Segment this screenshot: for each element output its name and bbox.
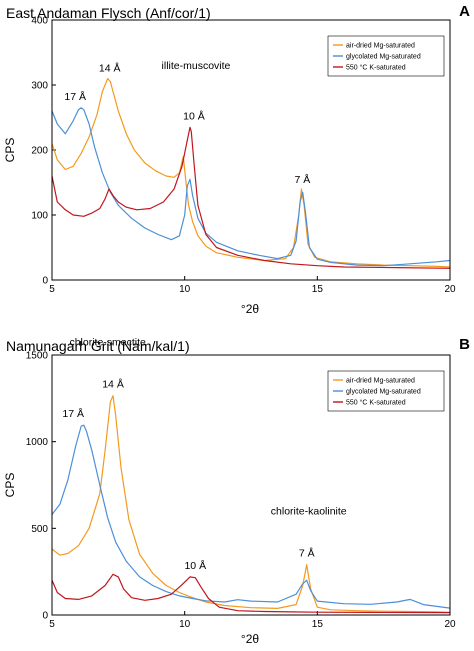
panel-b-ytick-label-1: 500: [31, 524, 48, 535]
panel-a-ytick-label-3: 300: [31, 81, 48, 92]
panel-a-xtick-label-2: 15: [312, 284, 324, 295]
panel-b-legend-label-0: air-dried Mg-saturated: [346, 378, 415, 385]
panel-b-ytick-label-0: 0: [42, 611, 48, 622]
panel-a-legend-label-0: air-dried Mg-saturated: [346, 43, 415, 50]
panel-a-series-line-0: [51, 77, 451, 268]
panel-a-legend-box: [327, 35, 445, 77]
panel-a-legend-label-2: 550 °C K-saturated: [346, 64, 406, 72]
panel-b-annotation-5: 7 Å: [299, 547, 315, 560]
panel-a-legend-label-1: glycolated Mg-saturated: [346, 54, 421, 61]
panel-a-annotation-1: 14 Å: [99, 62, 121, 75]
panel-a-ytick-label-1: 100: [31, 211, 48, 222]
panel-a-ytick-label-2: 200: [31, 146, 48, 157]
panel-b-annotations: chlorite-smectite 14 Å 17 Å 10 Å chlorite-ka…: [62, 337, 346, 572]
panel-b-frame: [51, 354, 451, 616]
panel-b-series: [51, 395, 451, 614]
panel-b-legend-box: [327, 370, 445, 412]
panel-a-annotation-2: illite-muscovite: [162, 60, 231, 72]
panel-a-annotation-4: 7 Å: [295, 173, 311, 186]
panel-b-title: Namunagarh Grit (Nam/kal/1): [6, 338, 190, 354]
panel-a-xtick-label-1: 10: [179, 284, 191, 295]
panel-a-xlabel: °2θ: [241, 302, 259, 316]
panel-a-annotation-0: 17 Å: [64, 90, 86, 103]
panel-a-ytick-label-0: 0: [42, 276, 48, 287]
panel-b-ylabel: CPS: [3, 473, 17, 498]
panel-a-ytick-label-4: 400: [31, 16, 48, 27]
panel-b-xtick-label-2: 15: [312, 619, 324, 630]
panel-a-annotation-3: 10 Å: [183, 109, 205, 122]
panel-a-series: [51, 77, 451, 269]
panel-b-annotation-2: 17 Å: [62, 407, 84, 420]
panel-b-annotation-1: 14 Å: [102, 378, 124, 391]
panel-b-annotation-0: chlorite-smectite: [69, 337, 146, 349]
panel-a-letter: A: [459, 3, 470, 20]
panel-a-title: East Andaman Flysch (Anf/cor/1): [6, 5, 211, 21]
panel-b-series-line-1: [51, 424, 451, 609]
panel-b: Namunagarh Grit (Nam/kal/1) B CPS °2θ 5 1…: [3, 336, 470, 646]
panel-a-series-line-1: [51, 107, 451, 267]
panel-b-annotation-4: chlorite-kaolinite: [271, 505, 347, 517]
panel-b-annotation-3: 10 Å: [184, 559, 206, 572]
panel-b-xlabel: °2θ: [241, 632, 259, 646]
panel-b-ytick-label-2: 1000: [26, 437, 49, 448]
panel-b-xtick-label-0: 5: [49, 619, 55, 630]
panel-a-ylabel: CPS: [3, 138, 17, 163]
panel-b-ytick-label-3: 1500: [26, 351, 49, 362]
panel-b-legend-label-2: 550 °C K-saturated: [346, 399, 406, 407]
panel-a-xtick-label-0: 5: [49, 284, 55, 295]
panel-b-legend: air-dried Mg-saturated glycolated Mg-satu…: [327, 370, 445, 412]
panel-a-frame: [51, 19, 451, 281]
panel-b-xtick-label-3: 20: [444, 619, 456, 630]
panel-b-legend-label-1: glycolated Mg-saturated: [346, 389, 421, 396]
panel-a-annotations: 17 Å 14 Å illite-muscovite 10 Å 7 Å: [64, 60, 310, 186]
panel-b-xtick-label-1: 10: [179, 619, 191, 630]
panel-b-letter: B: [459, 336, 470, 353]
panel-a-series-line-2: [51, 126, 451, 269]
panel-b-series-line-0: [51, 395, 451, 613]
panel-a-xtick-label-3: 20: [444, 284, 456, 295]
panel-b-series-line-2: [51, 573, 451, 614]
panel-a-legend: air-dried Mg-saturated glycolated Mg-satu…: [327, 35, 445, 77]
panel-a: East Andaman Flysch (Anf/cor/1) A CPS °2…: [3, 3, 470, 316]
